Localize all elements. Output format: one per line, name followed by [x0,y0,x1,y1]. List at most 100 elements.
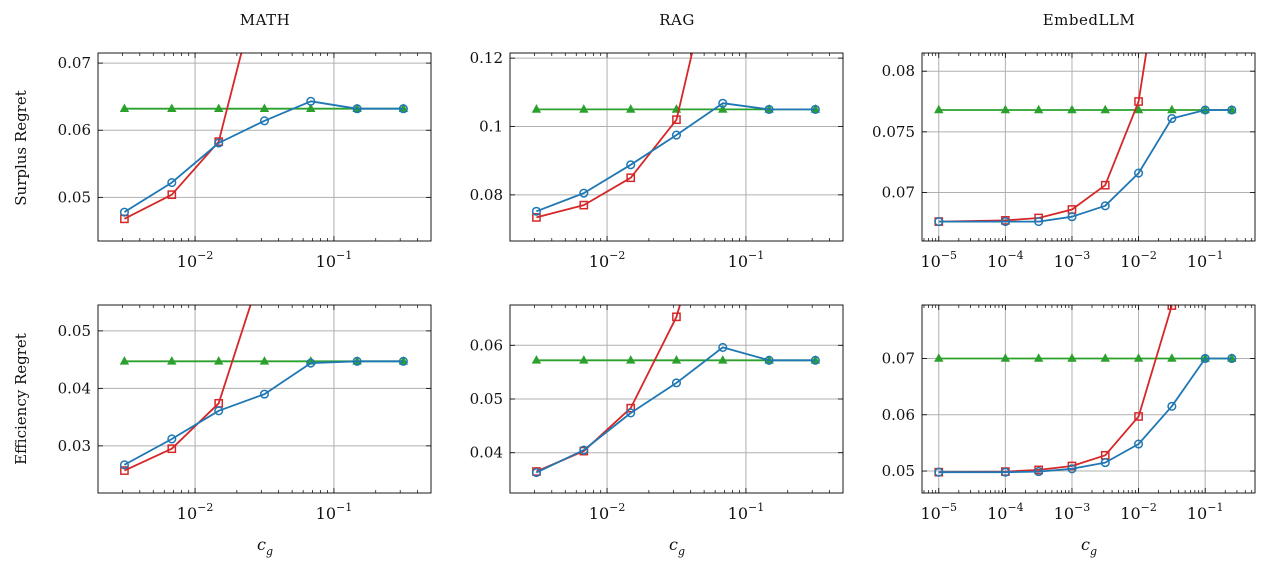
blue-circle-marker [306,358,316,368]
green-triangle-marker [1000,104,1011,114]
blue-circle-marker [671,378,682,388]
green-triangle-marker [259,356,270,365]
green-triangle-marker [626,355,636,364]
red-square-marker [719,154,726,161]
y-tick-label: 0.03 [58,437,91,455]
y-tick-label: 0.04 [470,444,503,462]
green-triangle-marker [1100,353,1110,362]
blue-circle-marker [1167,113,1177,124]
blue-circle-line [536,346,816,474]
green-triangle-marker [934,353,944,362]
y-tick-label: 0.05 [58,188,91,206]
y-tick-label: 0.07 [882,349,915,367]
blue-circle-marker [1227,105,1237,115]
y-tick-label: 0.05 [470,390,503,408]
column-title-math: MATH [240,11,290,29]
blue-circle-line [123,100,404,213]
red-square-marker [1100,180,1110,190]
green-triangle-marker [718,104,728,113]
y-tick-label: 0.05 [58,322,91,340]
blue-circle-marker [810,355,820,365]
plot-area [934,53,1237,227]
x-tick-label: 10−4 [987,249,1024,271]
blue-circle-line [536,102,816,213]
y-tick-label: 0.075 [872,123,915,141]
x-tick-label: 10−1 [728,501,765,523]
y-tick-label: 0.08 [470,186,503,204]
green-triangle-marker [1167,104,1177,114]
blue-circle-marker [1000,217,1010,227]
x-tick-label: 10−2 [1120,249,1157,271]
blue-circle-marker [934,467,944,477]
x-tick-label: 10−2 [1120,501,1157,523]
red-square-line [938,53,1148,223]
blue-circle-marker [167,178,177,188]
green-triangle-marker [119,103,130,113]
blue-circle-marker [259,389,270,399]
blue-circle-marker [1100,458,1110,468]
blue-circle-marker [214,138,224,148]
red-square-marker [626,403,636,413]
x-tick-label: 10−2 [589,249,626,271]
y-tick-label: 0.06 [882,406,915,424]
blue-circle-marker [626,408,636,418]
green-triangle-marker [1033,353,1044,362]
green-triangle-marker [1167,353,1177,362]
blue-circle-marker [1167,401,1177,411]
green-triangle-marker [671,355,682,364]
green-triangle-marker [1133,353,1144,362]
blue-circle-marker [626,160,636,170]
blue-circle-marker [1034,467,1044,477]
blue-circle-marker [579,188,589,198]
blue-circle-marker [1200,353,1210,364]
x-tick-label: 10−5 [920,249,957,271]
green-triangle-marker [531,104,542,113]
red-square-marker [532,213,541,222]
red-square-marker [579,200,589,210]
green-triangle-marker [934,104,944,114]
red-square-line [124,305,252,472]
green-triangle-marker [1067,104,1077,114]
x-tick-label: 10−1 [316,501,353,523]
blue-circle-marker [1067,212,1077,222]
red-square-marker [672,312,681,322]
x-tick-label: 10−1 [728,249,765,271]
panel-rag-surplus-regret: 10−2 10−1 0.08 0.1 0.12 [470,49,844,271]
red-square-marker [672,115,681,125]
blue-circle-marker [579,445,589,455]
green-triangle-marker [119,356,130,365]
x-tick-label: 10−1 [1187,249,1224,271]
panel-embedllm-efficiency-regret: 10−5 10−4 10−3 10−2 10−1 0.05 0.06 0.07 [882,304,1256,523]
blue-circle-marker [671,130,682,140]
plot-frame [921,304,1256,494]
blue-circle-marker [810,104,820,114]
blue-circle-marker [764,355,774,365]
blue-circle-marker [718,342,728,352]
blue-circle-marker [718,98,728,108]
plot-frame [97,304,432,494]
blue-circle-marker [1100,201,1110,211]
y-tick-label: 0.06 [58,121,91,139]
red-square-line [123,53,243,220]
red-square-marker [626,173,636,183]
panel-math-efficiency-regret: 10−2 10−1 0.03 0.04 0.05 [58,258,432,523]
red-square-marker [261,258,268,265]
green-triangle-marker [1100,104,1110,114]
x-axis-label-embedllm: cg [1081,535,1097,558]
y-tick-label: 0.07 [58,54,91,72]
blue-circle-line [123,360,404,466]
y-tick-label: 0.05 [882,462,915,480]
green-triangle-marker [214,103,224,113]
x-tick-label: 10−5 [920,501,957,523]
plot-frame [921,52,1256,242]
panel-math-surplus-regret: 10−2 10−1 0.05 0.06 0.07 [58,52,432,271]
blue-circle-marker [934,217,944,227]
blue-circle-marker [259,116,270,126]
blue-circle-marker [167,434,177,444]
blue-circle-marker [764,104,774,114]
blue-circle-marker [214,406,224,416]
red-square-marker [120,466,129,475]
y-tick-label: 0.04 [58,379,91,397]
plot-area [531,53,821,222]
